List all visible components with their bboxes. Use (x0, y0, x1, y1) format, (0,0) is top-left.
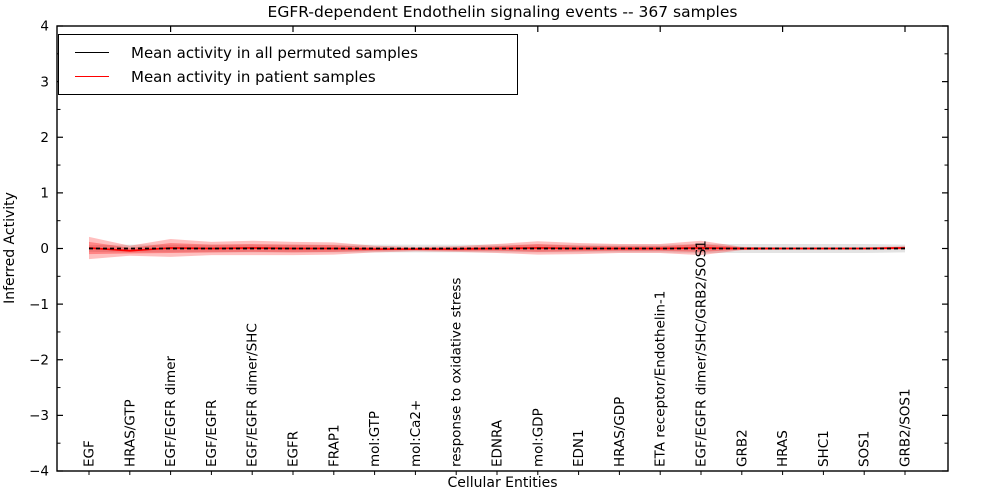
x-tick-label: HRAS/GTP (122, 399, 138, 467)
y-tick-label: 3 (40, 74, 49, 90)
legend-label-patient: Mean activity in patient samples (131, 67, 376, 86)
chart-title: EGFR-dependent Endothelin signaling even… (267, 3, 738, 21)
y-tick-label: −4 (29, 464, 49, 480)
legend-label-permuted: Mean activity in all permuted samples (131, 43, 418, 62)
y-tick-label: 2 (40, 130, 49, 146)
x-tick-label: mol:Ca2+ (408, 400, 424, 467)
x-tick-label: ETA receptor/Endothelin-1 (653, 291, 669, 467)
x-tick-label: EDNRA (489, 419, 505, 467)
y-tick-label: −3 (29, 408, 49, 424)
y-tick-label: −2 (29, 352, 49, 368)
legend-line-sample-red (75, 76, 109, 77)
y-tick-label: −1 (29, 297, 49, 313)
x-tick-label: EGF/EGFR dimer/SHC (245, 323, 261, 467)
x-tick-label: mol:GTP (367, 411, 383, 467)
legend-line-sample-black (75, 52, 109, 53)
x-tick-label: response to oxidative stress (449, 278, 465, 467)
x-tick-label: mol:GDP (530, 408, 546, 467)
y-axis-label: Inferred Activity (2, 192, 18, 304)
x-tick-label: EDN1 (571, 429, 587, 467)
x-tick-label: SOS1 (857, 431, 873, 467)
x-tick-label: EGF (81, 440, 97, 467)
legend-item-permuted: Mean activity in all permuted samples (69, 44, 507, 62)
x-tick-label: EGF/EGFR dimer/SHC/GRB2/SOS1 (693, 240, 709, 467)
legend-item-patient: Mean activity in patient samples (69, 68, 507, 86)
x-tick-label: EGF/EGFR dimer (163, 355, 179, 467)
y-tick-label: 0 (40, 241, 49, 257)
x-tick-label: GRB2/SOS1 (897, 388, 913, 467)
x-tick-label: GRB2 (734, 429, 750, 467)
x-axis-label: Cellular Entities (447, 475, 558, 491)
x-tick-label: FRAP1 (326, 424, 342, 467)
x-tick-label: EGFR (285, 431, 301, 467)
x-tick-label: HRAS/GDP (612, 397, 628, 467)
x-tick-label: EGF/EGFR (204, 400, 220, 467)
y-tick-label: 1 (40, 186, 49, 202)
x-tick-label: HRAS (775, 430, 791, 467)
y-tick-label: 4 (40, 19, 49, 35)
legend-box: Mean activity in all permuted samples Me… (58, 34, 518, 95)
x-tick-label: SHC1 (816, 430, 832, 467)
